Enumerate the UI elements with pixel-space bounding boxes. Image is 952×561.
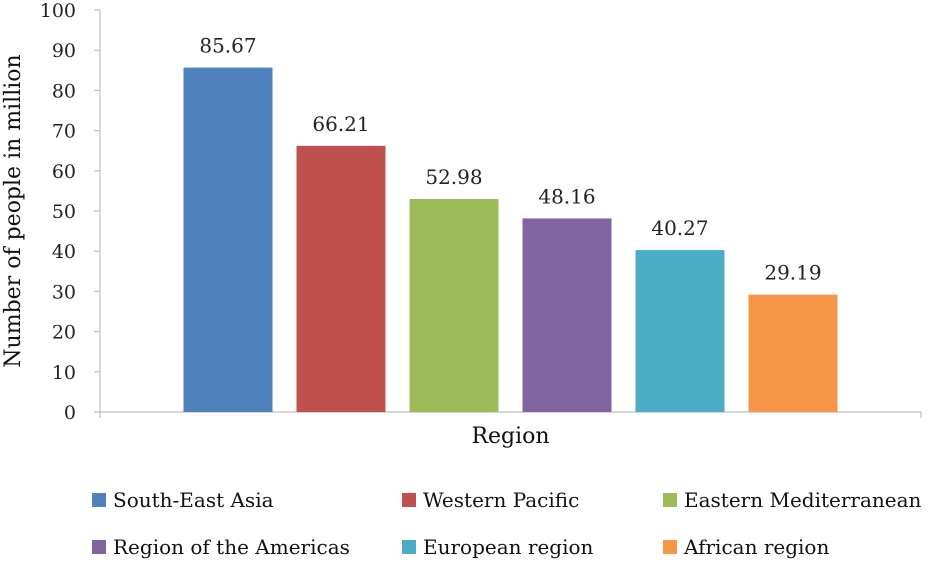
legend-label: European region: [423, 535, 594, 559]
bar-4: [522, 218, 612, 412]
y-tick-label: 20: [52, 322, 76, 344]
legend-swatch: [402, 493, 416, 507]
x-axis-title: Region: [471, 424, 549, 449]
y-tick-label: 90: [52, 40, 76, 62]
y-tick-label: 60: [52, 161, 76, 183]
y-tick-label: 50: [52, 201, 76, 223]
bar-value-label: 48.16: [538, 184, 595, 208]
legend-label: African region: [683, 535, 829, 559]
legend-label: Western Pacific: [423, 488, 579, 512]
legend-label: Eastern Mediterranean: [684, 488, 922, 512]
bar-value-label: 66.21: [312, 112, 369, 136]
y-axis-title: Number of people in million: [1, 54, 26, 367]
legend-swatch: [663, 493, 677, 507]
y-tick-label: 40: [52, 241, 76, 263]
y-axis: 0 10 20 30 40 50 60 70 80 90 100: [40, 0, 101, 424]
legend-swatch: [663, 540, 677, 554]
bar-value-label: 52.98: [425, 165, 482, 189]
legend-swatch: [92, 540, 106, 554]
bar-3: [409, 199, 499, 412]
legend-label: South-East Asia: [113, 488, 274, 512]
bar-2: [296, 145, 386, 412]
y-tick-label: 100: [40, 0, 76, 22]
bar-value-label: 29.19: [764, 261, 821, 285]
legend-label: Region of the Americas: [113, 535, 350, 559]
legend-swatch: [402, 540, 416, 554]
y-tick-label: 0: [64, 402, 76, 424]
y-tick-label: 30: [52, 281, 76, 303]
y-tick-label: 80: [52, 80, 76, 102]
bar-6: [748, 294, 838, 412]
bar-value-label: 40.27: [651, 216, 708, 240]
data-labels: 85.67 66.21 52.98 48.16 40.27 29.19: [199, 34, 821, 285]
x-axis: [99, 411, 922, 418]
legend-swatch: [92, 493, 106, 507]
bar-value-label: 85.67: [199, 34, 256, 58]
bar-5: [635, 250, 725, 412]
bar-1: [183, 67, 273, 412]
y-tick-label: 10: [52, 362, 76, 384]
legend: South-East Asia Western Pacific Eastern Me…: [92, 488, 922, 559]
y-tick-label: 70: [52, 121, 76, 143]
bars: [183, 67, 838, 412]
